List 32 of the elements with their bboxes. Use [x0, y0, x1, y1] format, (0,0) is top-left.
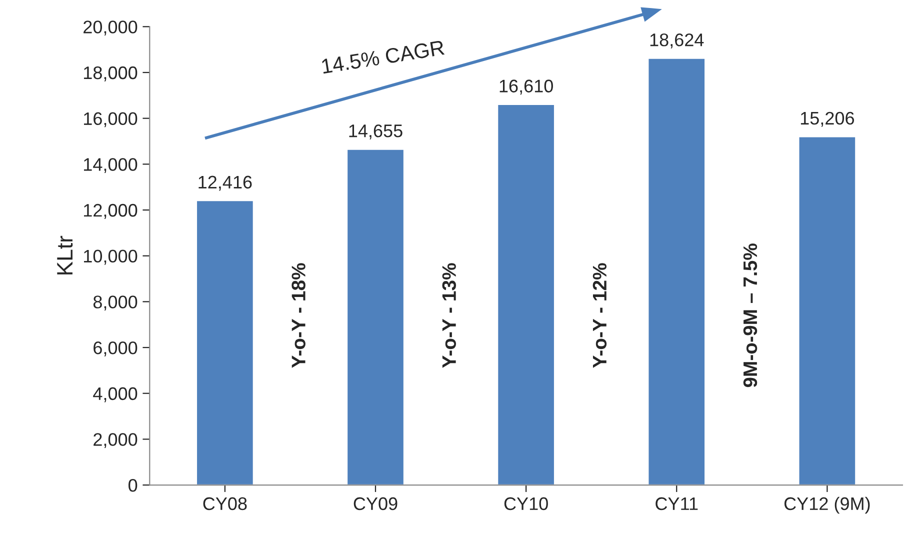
y-tick-label: 6,000 [94, 341, 138, 356]
y-tick-label: 18,000 [84, 66, 138, 82]
x-tick-label: CY12 (9M) [784, 496, 870, 514]
y-tick-label: 10,000 [84, 250, 138, 265]
bar [346, 148, 405, 486]
y-tick-label: 12,000 [84, 204, 138, 219]
x-tick-label: CY11 [656, 497, 698, 510]
y-tick-label: 14,000 [84, 158, 138, 174]
data-label: 14,655 [349, 124, 402, 140]
x-tick-label: CY09 [354, 497, 398, 510]
x-tick-label: CY08 [203, 497, 247, 510]
data-label: 16,610 [500, 80, 553, 95]
annotation: Y-o-Y - 18% [292, 263, 306, 368]
y-tick-label: 8,000 [93, 296, 138, 311]
annotation: 14.5% CAGR [321, 40, 445, 74]
y-tick-label: 16,000 [84, 112, 138, 128]
y-tick-label: 4,000 [93, 387, 138, 402]
annotation: 9M-o-9M – 7.5% [743, 244, 758, 388]
bar [647, 57, 706, 486]
annotation: Y-o-Y - 13% [442, 263, 456, 368]
data-label: 15,206 [800, 112, 854, 127]
y-axis-title: KLtr [57, 236, 73, 274]
bar [496, 104, 556, 486]
y-tick-label: 20,000 [84, 20, 138, 36]
bar [798, 136, 856, 486]
data-label: 12,416 [198, 176, 252, 191]
y-tick-label: 0 [128, 478, 138, 492]
y-tick-label: 2,000 [94, 433, 138, 448]
annotation: Y-o-Y - 12% [592, 263, 607, 368]
data-label: 18,624 [650, 34, 704, 48]
bar [196, 200, 254, 486]
x-tick-label: CY10 [504, 497, 548, 510]
